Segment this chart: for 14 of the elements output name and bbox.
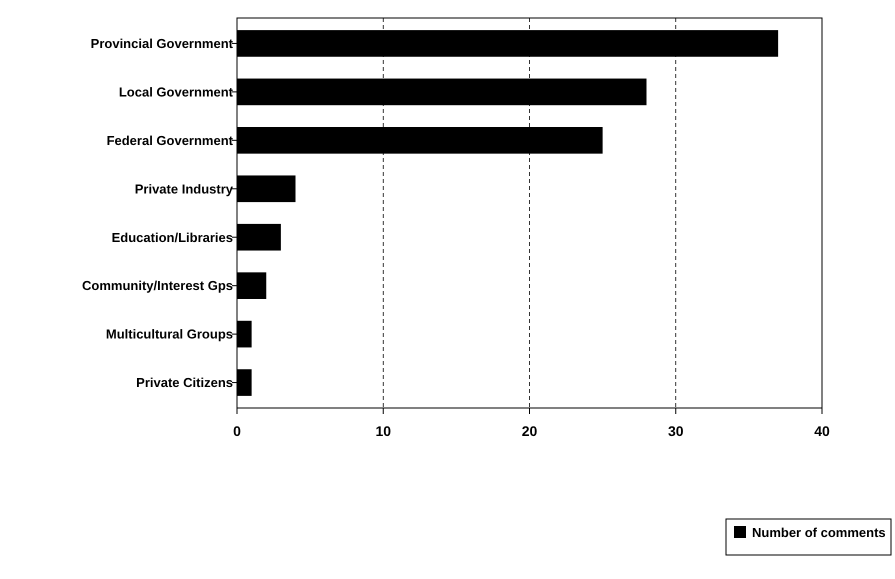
y-tick-label: Provincial Government	[90, 36, 234, 51]
x-tick-label: 20	[522, 423, 538, 439]
y-tick-label: Community/Interest Gps	[82, 278, 233, 294]
x-tick-label: 40	[814, 423, 830, 439]
y-tick-label: Private Industry	[134, 181, 234, 196]
y-tick-label: Private Citizens	[136, 375, 233, 390]
x-tick-label: 10	[375, 423, 392, 439]
legend-label: Number of comments	[752, 525, 886, 540]
y-tick-label: Education/Libraries	[112, 230, 233, 245]
y-tick-label: Federal Government	[106, 132, 234, 148]
x-tick-label: 0	[233, 423, 242, 439]
x-tick-label: 30	[668, 423, 684, 439]
y-tick-label: Local Government	[118, 84, 234, 100]
y-tick-label: Multicultural Groups	[106, 326, 233, 342]
